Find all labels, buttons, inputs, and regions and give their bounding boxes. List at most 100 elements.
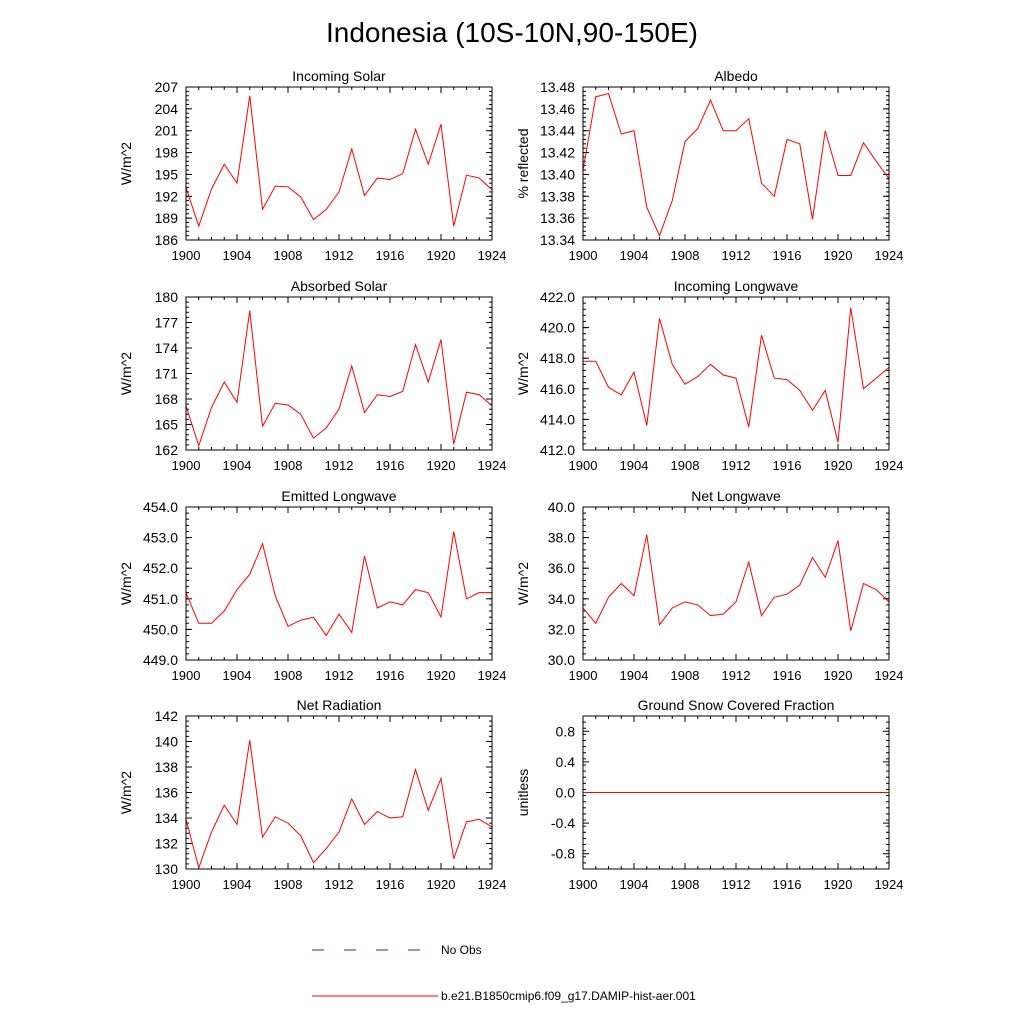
panel-0: Incoming Solar W/m^2 1900 1904 1908 1912 1916 1…: [118, 68, 506, 263]
y-tick-label: 450.0: [143, 621, 178, 637]
x-tick-label: 1900: [569, 248, 598, 263]
x-tick-label: 1916: [376, 877, 405, 892]
y-tick-label: 36.0: [548, 560, 575, 576]
panel-title: Absorbed Solar: [291, 278, 388, 294]
x-tick-label: 1916: [773, 668, 802, 683]
y-axis-label: W/m^2: [118, 142, 134, 185]
x-tick-label: 1904: [620, 248, 649, 263]
x-tick-label: 1908: [671, 458, 700, 473]
x-tick-label: 1924: [875, 248, 904, 263]
legend-label-0: No Obs: [441, 943, 482, 957]
y-tick-label: 30.0: [548, 652, 575, 668]
series-line-0: [185, 95, 493, 228]
y-tick-label: 13.48: [540, 79, 575, 95]
y-tick-label: 142: [155, 708, 179, 724]
plot-frame: [185, 715, 493, 870]
y-tick-label: 168: [155, 391, 179, 407]
x-tick-label: 1912: [325, 668, 354, 683]
y-tick-label: 452.0: [143, 560, 178, 576]
plot-frame: [582, 506, 890, 661]
legend: No Obs b.e21.B1850cmip6.f09_g17.DAMIP-his…: [312, 943, 696, 1003]
x-tick-label: 1908: [274, 668, 303, 683]
y-tick-label: 412.0: [540, 442, 575, 458]
y-tick-label: 422.0: [540, 289, 575, 305]
x-tick-label: 1912: [722, 668, 751, 683]
panel-5: Net Longwave W/m^2 1900 1904 1908 1912 1916 192…: [515, 488, 903, 683]
panel-title: Net Radiation: [297, 697, 382, 713]
y-tick-label: 0.4: [556, 754, 576, 770]
panel-3: Incoming Longwave W/m^2 1900 1904 1908 1912 19…: [515, 278, 903, 473]
y-tick-label: 189: [155, 210, 179, 226]
panel-title: Incoming Solar: [292, 68, 386, 84]
y-tick-label: 0.0: [556, 785, 576, 801]
y-tick-label: 34.0: [548, 591, 575, 607]
x-tick-label: 1904: [620, 458, 649, 473]
plot-frame: [582, 86, 890, 241]
y-tick-label: 140: [155, 734, 179, 750]
series-line-0: [582, 92, 890, 237]
y-tick-label: 32.0: [548, 621, 575, 637]
x-tick-label: 1912: [325, 877, 354, 892]
x-tick-label: 1912: [722, 458, 751, 473]
panel-title: Emitted Longwave: [281, 488, 396, 504]
x-tick-label: 1916: [773, 877, 802, 892]
y-tick-label: 207: [155, 79, 179, 95]
plot-frame: [185, 86, 493, 241]
x-tick-label: 1920: [824, 668, 853, 683]
y-tick-label: 195: [155, 166, 179, 182]
y-tick-label: 416.0: [540, 381, 575, 397]
x-tick-label: 1916: [773, 458, 802, 473]
y-tick-label: 177: [155, 315, 179, 331]
x-tick-label: 1912: [325, 248, 354, 263]
y-tick-label: 186: [155, 232, 179, 248]
plot-frame: [582, 715, 890, 870]
x-tick-label: 1920: [427, 668, 456, 683]
y-tick-label: -0.8: [551, 846, 575, 862]
panel-4: Emitted Longwave W/m^2 1900 1904 1908 1912 191…: [118, 488, 506, 683]
panel-title: Ground Snow Covered Fraction: [638, 697, 835, 713]
x-tick-label: 1924: [478, 668, 507, 683]
x-tick-label: 1916: [376, 668, 405, 683]
x-tick-label: 1908: [671, 877, 700, 892]
x-tick-label: 1908: [274, 877, 303, 892]
x-tick-label: 1912: [325, 458, 354, 473]
series-line-0: [185, 740, 493, 870]
y-tick-label: 0.8: [556, 723, 576, 739]
y-tick-label: 414.0: [540, 411, 575, 427]
x-tick-label: 1908: [274, 248, 303, 263]
panel-2: Absorbed Solar W/m^2 1900 1904 1908 1912 1916 1…: [118, 278, 506, 473]
y-tick-label: 449.0: [143, 652, 178, 668]
y-tick-label: 13.46: [540, 101, 575, 117]
x-tick-label: 1900: [172, 668, 201, 683]
x-tick-label: 1900: [569, 877, 598, 892]
y-tick-label: 198: [155, 145, 179, 161]
x-tick-label: 1908: [274, 458, 303, 473]
x-tick-label: 1916: [376, 248, 405, 263]
x-tick-label: 1900: [172, 877, 201, 892]
y-tick-label: 192: [155, 188, 179, 204]
y-tick-label: 453.0: [143, 530, 178, 546]
x-tick-label: 1924: [478, 877, 507, 892]
x-tick-label: 1900: [569, 668, 598, 683]
panel-7: Ground Snow Covered Fraction unitless 1900…: [515, 697, 903, 892]
x-tick-label: 1924: [478, 458, 507, 473]
y-axis-label: W/m^2: [515, 562, 531, 605]
x-tick-label: 1912: [722, 248, 751, 263]
y-tick-label: 40.0: [548, 499, 575, 515]
x-tick-label: 1904: [223, 668, 252, 683]
series-line-0: [583, 307, 890, 443]
x-tick-label: 1916: [773, 248, 802, 263]
y-tick-label: 134: [155, 810, 179, 826]
y-axis-label: % reflected: [515, 128, 531, 198]
y-tick-label: 13.44: [540, 123, 575, 139]
x-tick-label: 1920: [824, 877, 853, 892]
y-axis-label: unitless: [515, 769, 531, 816]
y-tick-label: 162: [155, 442, 179, 458]
y-tick-label: -0.4: [551, 815, 575, 831]
y-axis-label: W/m^2: [515, 352, 531, 395]
plot-frame: [185, 506, 493, 661]
legend-label-1: b.e21.B1850cmip6.f09_g17.DAMIP-hist-aer.…: [441, 989, 696, 1003]
y-tick-label: 13.40: [540, 166, 575, 182]
y-tick-label: 13.36: [540, 210, 575, 226]
